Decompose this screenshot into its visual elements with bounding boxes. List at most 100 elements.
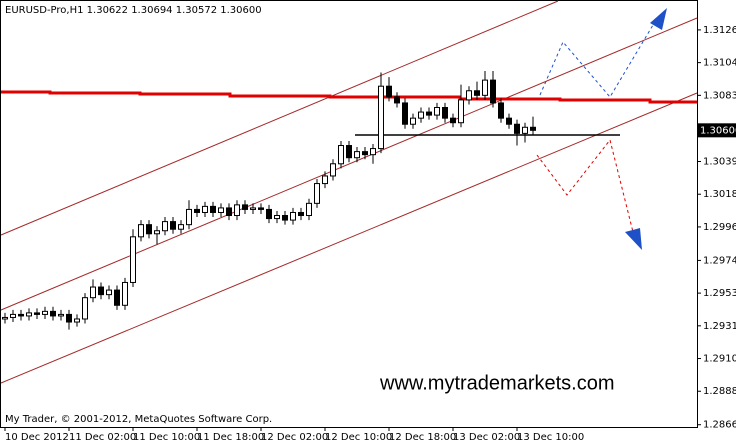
candle-body: [154, 230, 160, 235]
moving-average: [1, 90, 697, 104]
y-tick-label: 1.28885: [703, 386, 736, 397]
candle-body: [530, 126, 536, 131]
x-tick-label: 10 Dec 2012: [5, 432, 69, 443]
copyright: My Trader, © 2001-2012, MetaQuotes Softw…: [5, 414, 272, 425]
candle-body: [170, 221, 176, 230]
candle-body: [202, 205, 208, 213]
candle-body: [146, 224, 152, 235]
candle-body: [386, 85, 392, 98]
candle-body: [290, 211, 296, 221]
candle-body: [90, 286, 96, 299]
candle-body: [162, 221, 168, 232]
candle-body: [234, 204, 240, 217]
candle-body: [506, 117, 512, 125]
y-tick-label: 1.31260: [703, 25, 736, 36]
y-tick-label: 1.28665: [703, 420, 736, 431]
candle-body: [82, 297, 88, 320]
y-tick-label: 1.29315: [703, 321, 736, 332]
arrow-head: [650, 8, 667, 30]
candle-body: [314, 183, 320, 204]
watermark: www.mytrademarkets.com: [379, 372, 615, 394]
candle-body: [282, 215, 288, 221]
candle-body: [10, 313, 16, 318]
forecast-down: [536, 138, 634, 233]
candle-body: [362, 151, 368, 156]
candle-body: [2, 316, 8, 320]
candle-body: [210, 205, 216, 213]
candle-body: [442, 107, 448, 119]
candle-body: [218, 207, 224, 213]
candle-body: [338, 145, 344, 165]
candle-body: [458, 99, 464, 124]
x-tick-label: 11 Dec 18:00: [197, 432, 264, 443]
drawings: [0, 0, 698, 384]
candle-body: [346, 145, 352, 159]
candle-body: [258, 207, 264, 210]
candle-body: [434, 107, 440, 116]
x-tick-label: 12 Dec 02:00: [261, 432, 328, 443]
candle-body: [186, 208, 192, 226]
candle-body: [266, 208, 272, 220]
candle-body: [106, 289, 112, 296]
candle-body: [122, 281, 128, 306]
candle-body: [298, 211, 304, 217]
candle-body: [250, 207, 256, 210]
candle-body: [370, 148, 376, 156]
candle-body: [418, 111, 424, 119]
y-tick-label: 1.29965: [703, 222, 736, 233]
candle-body: [18, 313, 24, 317]
candle-body: [426, 111, 432, 116]
candle-body: [194, 208, 200, 213]
y-tick-label: 1.30180: [703, 189, 736, 200]
candle-body: [354, 151, 360, 159]
candle-body: [514, 123, 520, 134]
candle-body: [226, 207, 232, 217]
candle-body: [66, 313, 72, 323]
candle-body: [402, 102, 408, 125]
candle-body: [474, 90, 480, 96]
channel-line: [0, 17, 698, 311]
candle-body: [242, 204, 248, 210]
candle-body: [306, 202, 312, 217]
x-tick-label: 11 Dec 10:00: [133, 432, 200, 443]
x-tick-label: 12 Dec 10:00: [325, 432, 392, 443]
candle-body: [498, 102, 504, 119]
candle-body: [378, 85, 384, 150]
x-tick-label: 12 Dec 18:00: [389, 432, 456, 443]
candle-body: [130, 236, 136, 283]
candle-body: [58, 313, 64, 317]
y-tick-label: 1.30830: [703, 90, 736, 101]
channel-line: [0, 0, 559, 236]
candle-body: [138, 224, 144, 238]
candle-body: [50, 310, 56, 317]
candle-body: [330, 163, 336, 177]
candle-body: [490, 79, 496, 104]
forecast-up: [539, 19, 657, 98]
price-tag-label: 1.30600: [700, 125, 736, 136]
y-tick-label: 1.29530: [703, 288, 736, 299]
arrow-head: [625, 228, 642, 250]
channel-line: [0, 92, 698, 384]
candle-body: [482, 79, 488, 96]
x-tick-label: 13 Dec 02:00: [453, 432, 520, 443]
x-tick-label: 11 Dec 02:00: [69, 432, 136, 443]
y-tick-label: 1.29100: [703, 354, 736, 365]
candle-body: [178, 224, 184, 230]
plot-frame: [0, 0, 698, 428]
chart-title: EURUSD-Pro,H1 1.30622 1.30694 1.30572 1.…: [5, 5, 262, 16]
candle-body: [74, 318, 80, 323]
x-tick-label: 13 Dec 10:00: [517, 432, 584, 443]
candle-body: [522, 126, 528, 134]
candle-body: [274, 215, 280, 220]
candle-body: [34, 312, 40, 315]
price-tag: [697, 123, 736, 138]
candle-body: [466, 90, 472, 101]
y-tick-label: 1.29745: [703, 255, 736, 266]
candle-body: [98, 286, 104, 296]
candle-body: [42, 310, 48, 315]
y-tick-label: 1.30395: [703, 157, 736, 168]
candle-body: [322, 175, 328, 185]
y-tick-label: 1.31045: [703, 58, 736, 69]
